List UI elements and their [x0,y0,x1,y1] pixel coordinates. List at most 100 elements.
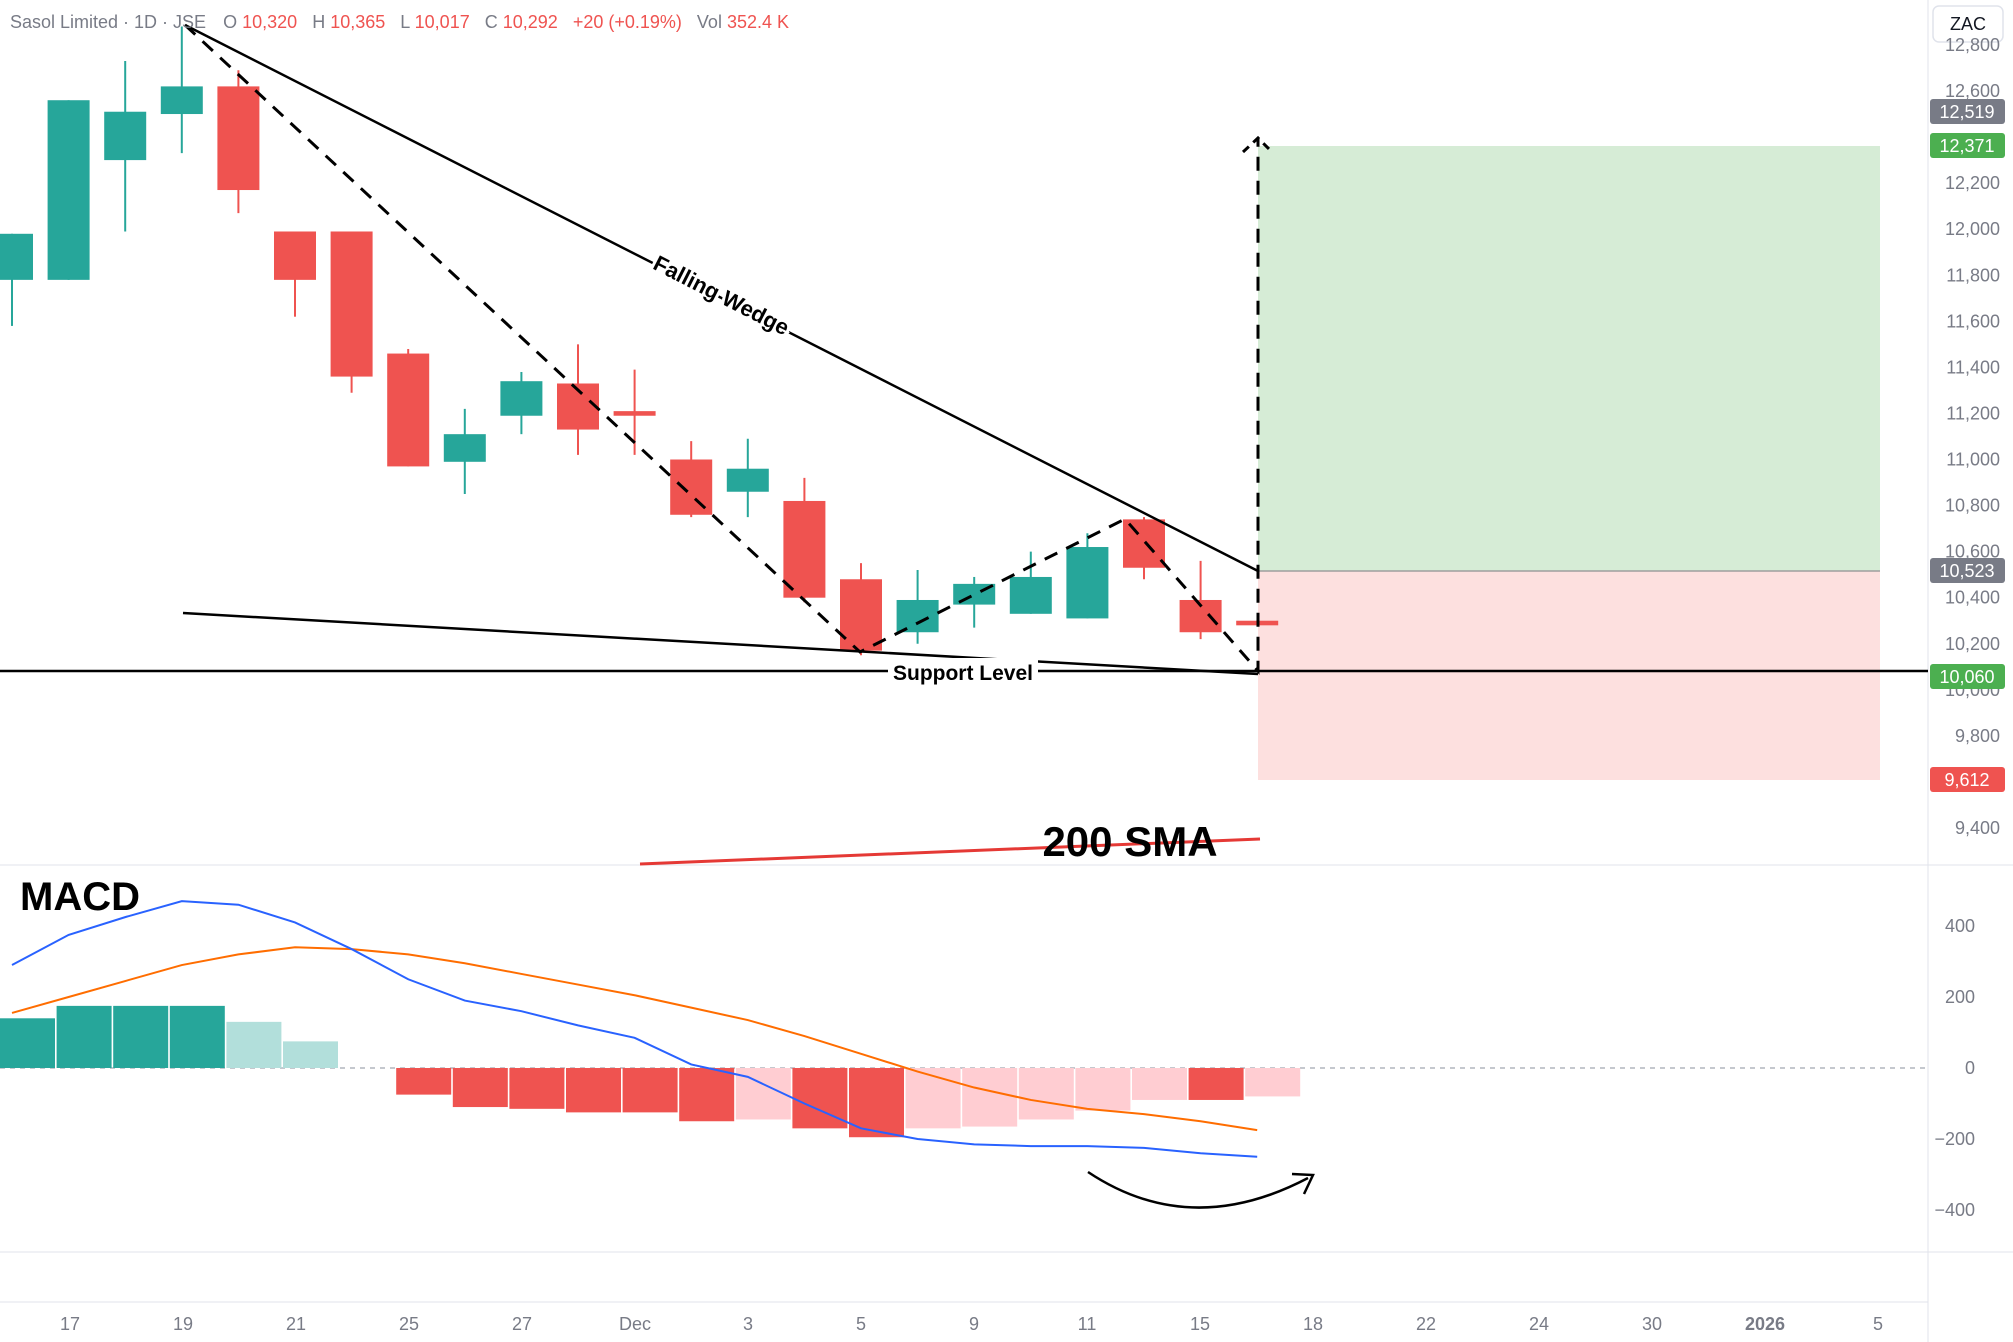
candle-body [613,411,656,416]
support-level-label: Support Level [893,662,1033,685]
price-badge-stop-text: 9,612 [1944,770,1989,790]
macd-histogram-bar [283,1041,338,1068]
macd-histogram-bar [56,1005,112,1068]
sma-200-line [639,837,1261,866]
price-tick-label: 9,400 [1955,818,2000,838]
time-tick-label: Dec [619,1314,651,1334]
price-badge-upper-target-text: 12,519 [1939,102,1994,122]
candle [274,231,316,317]
candle [726,438,769,518]
macd-histogram-bar [113,1005,169,1068]
wedge-upper-line [184,23,1259,573]
candle [330,231,373,393]
time-tick-label: 19 [173,1314,193,1334]
price-tick-label: 10,200 [1945,634,2000,654]
close-label: C [485,12,498,32]
time-tick-label: 22 [1416,1314,1436,1334]
time-tick-label: 17 [60,1314,80,1334]
candle [557,344,599,455]
macd-histogram-bar [905,1068,961,1129]
time-tick-label: 18 [1303,1314,1323,1334]
candle-body [1009,576,1052,614]
candle-body [160,86,203,115]
candle [500,371,543,435]
volume-label: Vol [697,12,722,32]
macd-histogram-bar [226,1021,282,1068]
macd-tick-label: 400 [1945,916,1975,936]
candle-body [274,231,316,280]
price-tick-label: 11,800 [1946,265,2000,285]
wedge-lower-line [182,611,1259,676]
symbol-label: Sasol Limited · 1D · JSE [10,12,206,32]
macd-histogram-bar [396,1068,452,1095]
macd-tick-label: 0 [1965,1058,1975,1078]
candle-body [387,353,430,467]
macd-tick-label: −200 [1934,1129,1975,1149]
ohlc-legend: Sasol Limited · 1D · JSE O 10,320 H 10,3… [10,12,789,32]
support-label-bg [888,658,1038,686]
price-badge-upper-target: 12,519 [1930,99,2005,124]
macd-histogram-bar [0,1018,55,1068]
macd-histogram-bar [509,1068,565,1109]
price-badge-entry-text: 10,523 [1939,561,1994,581]
macd-tick-label: 200 [1945,987,1975,1007]
change-value: +20 (+0.19%) [573,12,682,32]
macd-histogram-bar [622,1068,678,1113]
time-tick-label: 30 [1642,1314,1662,1334]
price-badge-entry: 10,523 [1930,558,2005,583]
candle [670,441,713,518]
time-tick-label: 27 [512,1314,532,1334]
time-tick-label: 21 [286,1314,306,1334]
candle [783,477,826,603]
candle-body [1123,519,1165,568]
falling-wedge-label: Falling Wedge [649,250,793,340]
candle-body [330,231,373,377]
high-value: 10,365 [330,12,385,32]
macd-histogram-bar [849,1068,904,1138]
candle-body [896,599,939,633]
price-tick-label: 11,600 [1946,311,2000,331]
candle [840,563,882,656]
stop-zone [1258,571,1880,780]
time-tick-label: 3 [743,1314,753,1334]
price-tick-label: 10,600 [1945,542,2000,562]
macd-histogram-bar [1188,1068,1244,1100]
macd-histogram-bar [566,1068,621,1113]
open-label: O [223,12,237,32]
macd-signal-line [11,946,1258,1132]
time-tick-label: 11 [1078,1314,1097,1334]
macd-histogram-bar [1132,1068,1187,1100]
low-label: L [400,12,410,32]
candle-body [783,500,826,598]
target-zone [1258,146,1880,571]
candle [160,26,203,154]
price-tick-label: 9,800 [1955,726,2000,746]
candle [1123,517,1165,580]
candle [1009,551,1052,614]
low-value: 10,017 [415,12,470,32]
macd-histogram-bar [679,1068,735,1122]
price-tick-label: 11,000 [1946,450,2000,470]
price-tick-label: 10,800 [1945,496,2000,516]
macd-tick-label: −400 [1934,1200,1975,1220]
time-tick-label: 2026 [1745,1314,1785,1334]
candle [896,570,939,644]
price-badge-support-text: 10,060 [1939,667,1994,687]
price-tick-label: 12,200 [1945,173,2000,193]
price-tick-label: 11,400 [1946,357,2000,377]
candle-body [670,459,713,515]
price-badge-target-text: 12,371 [1939,136,1994,156]
candle-body [47,100,90,280]
close-value: 10,292 [503,12,558,32]
price-badge-target: 12,371 [1930,133,2005,158]
macd-arrowhead [1291,1172,1315,1195]
candle [1066,533,1109,619]
candle [387,348,430,467]
candle-body [840,579,882,651]
macd-histogram-bar [452,1068,508,1108]
currency-badge[interactable]: ZAC [1932,5,2004,43]
price-badge-stop: 9,612 [1930,767,2005,792]
candle [0,233,33,326]
price-tick-label: 10,400 [1945,588,2000,608]
